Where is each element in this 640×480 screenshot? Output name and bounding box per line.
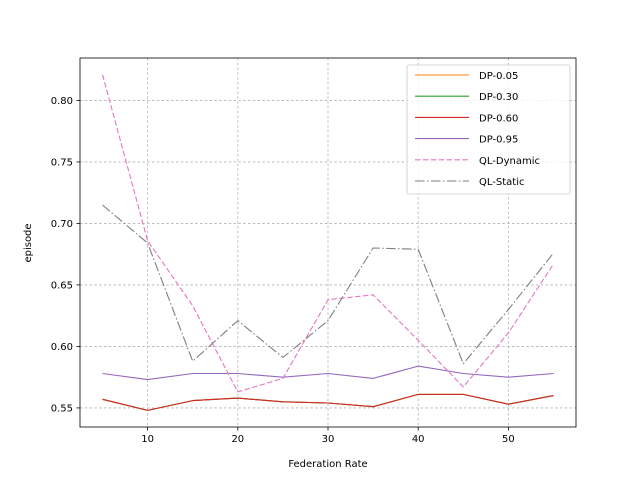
x-axis-label: Federation Rate <box>288 459 367 470</box>
legend-label: DP-0.95 <box>479 135 518 146</box>
legend-box <box>406 64 571 195</box>
y-tick-label: 0.70 <box>51 219 73 230</box>
y-tick-label: 0.65 <box>51 280 73 291</box>
x-axis: 10 20 30 40 50 <box>141 427 515 445</box>
x-tick-label: 50 <box>502 434 515 445</box>
legend-label: QL-Static <box>479 177 524 188</box>
legend-label: DP-0.60 <box>479 113 518 124</box>
y-axis-label: episode <box>23 223 34 262</box>
x-tick-label: 10 <box>141 434 154 445</box>
legend-label: DP-0.05 <box>479 71 518 82</box>
series-line-dp-0-05 <box>102 393 554 411</box>
series-line-ql-dynamic <box>101 74 554 393</box>
series-line-dp-0-30 <box>102 393 554 411</box>
legend-label: QL-Dynamic <box>479 156 540 167</box>
series-line-ql-static <box>102 204 554 365</box>
x-tick-label: 20 <box>231 434 244 445</box>
series-line-dp-0-60 <box>102 393 554 411</box>
x-tick-label: 40 <box>412 434 425 445</box>
y-tick-label: 0.55 <box>51 403 73 414</box>
legend-label: DP-0.30 <box>479 92 518 103</box>
x-tick-label: 30 <box>322 434 335 445</box>
series-line-dp-0-95 <box>102 365 554 381</box>
y-tick-label: 0.75 <box>51 157 73 168</box>
y-tick-label: 0.60 <box>51 342 73 353</box>
y-tick-label: 0.80 <box>51 96 73 107</box>
series-layer <box>101 74 554 411</box>
y-axis: 0.55 0.60 0.65 0.70 0.75 0.80 <box>51 96 80 414</box>
legend: DP-0.05 DP-0.30 DP-0.60 DP-0.95 QL-Dynamic QL… <box>406 64 571 195</box>
